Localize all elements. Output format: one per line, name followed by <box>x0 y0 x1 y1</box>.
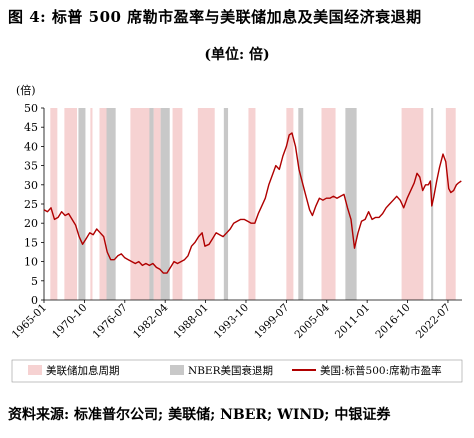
legend-line-label: 美国:标普500:席勒市盈率 <box>320 364 442 377</box>
y-unit-label: (倍) <box>16 83 36 97</box>
y-tick-label: 5 <box>31 275 38 288</box>
x-tick-label: 2016-10 <box>373 302 412 341</box>
figure-title: 图 4: 标普 500 席勒市盈率与美联储加息及美国经济衰退期 <box>8 8 422 26</box>
legend-hike-label: 美联储加息周期 <box>46 364 120 377</box>
x-tick-label: 1993-10 <box>212 302 251 341</box>
y-tick-label: 45 <box>24 121 38 134</box>
legend: 美联储加息周期 NBER美国衰退期 美国:标普500:席勒市盈率 <box>11 359 463 383</box>
hike-band <box>445 108 456 300</box>
x-tick-label: 1976-07 <box>91 302 130 341</box>
recession-band <box>149 108 154 300</box>
legend-hike-swatch <box>28 365 42 375</box>
y-tick-label: 50 <box>24 102 38 115</box>
y-tick-label: 35 <box>24 160 38 173</box>
y-tick-label: 30 <box>24 179 38 192</box>
y-tick-labels: 0 5 10 15 20 25 30 35 40 45 50 <box>24 102 38 307</box>
hike-band <box>64 108 78 300</box>
cape-series-line <box>43 132 462 274</box>
recession-band <box>345 108 357 300</box>
hike-band <box>197 108 215 300</box>
y-tick-label: 25 <box>24 198 38 211</box>
hike-band <box>130 108 152 300</box>
recession-band <box>106 108 116 300</box>
recession-band <box>78 108 86 300</box>
hike-band <box>286 108 294 300</box>
hike-band <box>172 108 183 300</box>
legend-recession-swatch <box>170 365 184 375</box>
x-tick-label: 1988-01 <box>171 302 210 341</box>
x-tick-labels: 1965-01 1970-10 1976-07 1982-04 1988-01 1993-… <box>10 301 453 341</box>
x-tick-label: 2022-07 <box>414 302 453 341</box>
hike-bands <box>50 108 456 300</box>
x-tick-label: 2011-01 <box>333 302 372 341</box>
hike-band <box>248 108 256 300</box>
y-tick-label: 15 <box>24 236 38 249</box>
hike-band <box>153 108 161 300</box>
y-tick-label: 20 <box>24 217 38 230</box>
figure-subtitle: (单位: 倍) <box>204 47 270 63</box>
x-tick-label: 2005-04 <box>293 301 333 341</box>
x-tick-label: 1999-07 <box>252 302 291 341</box>
source-note: 资料来源: 标准普尔公司; 美联储; NBER; WIND; 中银证券 <box>8 407 391 423</box>
recession-band <box>223 108 229 300</box>
hike-band <box>50 108 58 300</box>
legend-recession-label: NBER美国衰退期 <box>188 364 273 377</box>
hike-band <box>99 108 112 300</box>
x-tick-label: 1970-10 <box>50 302 89 341</box>
y-tick-label: 10 <box>24 256 38 269</box>
recession-band <box>298 108 304 300</box>
legend-frame <box>11 359 463 383</box>
hike-band <box>90 108 93 300</box>
y-tick-label: 40 <box>24 140 38 153</box>
x-tick-label: 1965-01 <box>10 302 49 341</box>
hike-band <box>321 108 336 300</box>
recession-band <box>160 108 170 300</box>
axes <box>41 107 462 303</box>
y-tick-label: 0 <box>31 294 38 307</box>
x-tick-label: 1982-04 <box>131 301 171 341</box>
hike-band <box>401 108 424 300</box>
